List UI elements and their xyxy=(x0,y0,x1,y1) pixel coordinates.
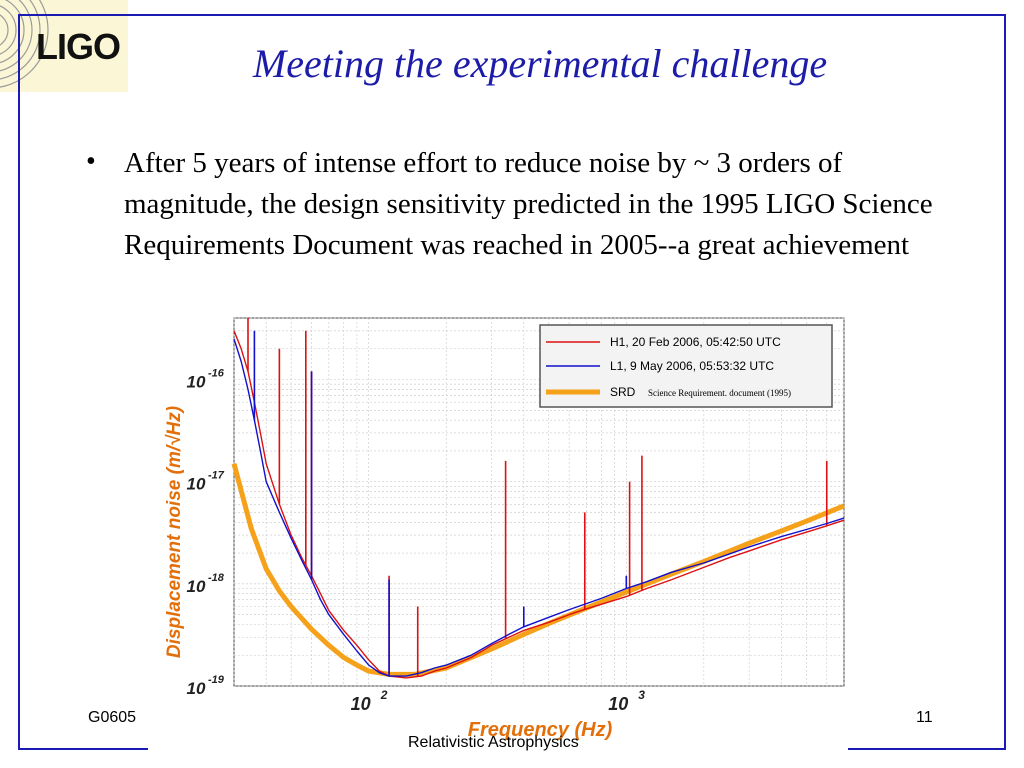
y-tick-exponent: -18 xyxy=(208,572,225,584)
x-tick-exponent: 3 xyxy=(638,688,645,702)
y-tick-exponent: -17 xyxy=(208,470,225,482)
y-tick-exponent: -16 xyxy=(208,368,225,380)
legend-label-h1: H1, 20 Feb 2006, 05:42:50 UTC xyxy=(610,335,781,349)
slide-title: Meeting the experimental challenge xyxy=(252,41,828,86)
slide-number: 11 xyxy=(916,709,933,726)
x-tick-label: 10 xyxy=(351,694,371,714)
series-line-srd xyxy=(231,463,845,677)
legend-note-srd: Science Requirement. document (1995) xyxy=(648,388,791,398)
y-tick-label: 10 xyxy=(187,475,206,494)
x-axis: 10 2 10 3 xyxy=(351,688,646,714)
y-tick-label: 10 xyxy=(187,577,206,596)
bullet-marker: • xyxy=(86,146,96,177)
legend-label-srd: SRD xyxy=(610,385,636,399)
swirl-icon xyxy=(0,0,49,88)
y-tick-exponent: -19 xyxy=(208,674,225,686)
legend-label-l1: L1, 9 May 2006, 05:53:32 UTC xyxy=(610,359,774,373)
series-line-l1 xyxy=(233,338,845,677)
series-line-h1 xyxy=(233,330,845,679)
y-tick-label: 10 xyxy=(187,679,206,698)
chart-legend: H1, 20 Feb 2006, 05:42:50 UTC L1, 9 May … xyxy=(539,324,833,408)
x-axis-label: Frequency (Hz) xyxy=(468,719,613,741)
y-axis-label: Displacement noise (m/√Hz) xyxy=(164,406,185,658)
y-tick-label: 10 xyxy=(187,373,206,392)
logo-text: LIGO xyxy=(36,26,121,67)
bullet-text: After 5 years of intense effort to reduc… xyxy=(124,147,933,261)
x-tick-exponent: 2 xyxy=(380,688,388,702)
footer-subtitle: Relativistic Astrophysics xyxy=(408,734,579,751)
x-tick-label: 10 xyxy=(608,694,628,714)
footer-doc-number: G0605 xyxy=(88,709,137,726)
